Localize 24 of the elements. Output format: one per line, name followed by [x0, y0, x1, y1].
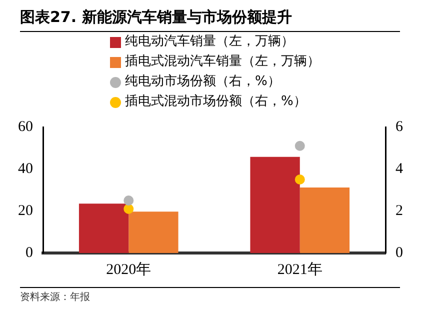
- y-tick-label: 60: [18, 118, 33, 135]
- y2-tick-label: 2: [396, 202, 403, 219]
- bar: [128, 212, 178, 253]
- legend-label: 插电式混动市场份额（右，%）: [125, 93, 306, 111]
- y-tick-label: 20: [18, 202, 33, 219]
- bar: [300, 187, 350, 253]
- legend-label: 纯电动汽车销量（左，万辆）: [125, 33, 294, 51]
- point: [124, 204, 134, 214]
- y-tick-label: 40: [18, 160, 33, 177]
- x-tick-label: 2021年: [277, 260, 322, 278]
- legend-label: 纯电动市场份额（右，%）: [125, 73, 280, 91]
- point: [294, 174, 305, 184]
- x-tick-label: 2020年: [106, 260, 152, 278]
- y2-tick-label: 0: [396, 244, 403, 261]
- chart-title: 图表27. 新能源汽车销量与市场份额提升: [20, 8, 400, 32]
- point: [124, 196, 134, 206]
- y2-tick-label: 6: [396, 118, 404, 135]
- bar: [78, 204, 129, 253]
- y2-tick-label: 4: [396, 160, 404, 177]
- y-tick-label: 0: [26, 244, 33, 261]
- text: 资料来源：年报: [20, 290, 400, 304]
- point: [294, 140, 305, 151]
- bar: [250, 156, 300, 253]
- legend-label: 插电式混动汽车销量（左，万辆）: [125, 53, 320, 71]
